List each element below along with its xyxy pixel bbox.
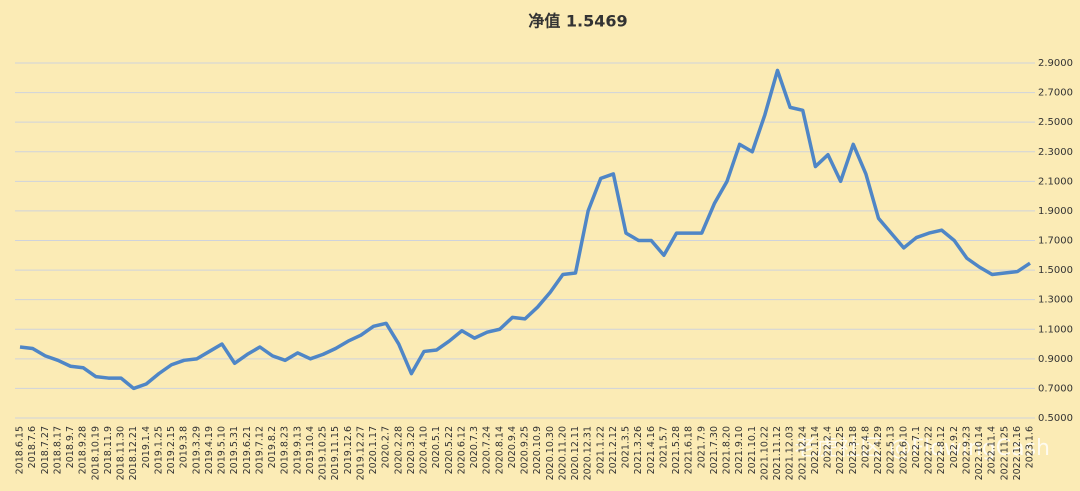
x-tick-label: 2022.10.14 <box>974 426 985 480</box>
x-tick-label: 2019.5.10 <box>217 426 228 474</box>
y-tick-label: 0.9000 <box>1038 354 1073 365</box>
x-tick-label: 2021.5.7 <box>658 426 669 468</box>
y-tick-label: 0.5000 <box>1038 413 1073 424</box>
x-tick-label: 2021.11.12 <box>772 426 783 480</box>
y-tick-label: 2.3000 <box>1038 147 1073 158</box>
x-tick-label: 2022.7.22 <box>924 426 935 474</box>
x-tick-label: 2018.12.21 <box>128 426 139 480</box>
x-tick-label: 2022.6.10 <box>898 426 909 474</box>
x-tick-label: 2019.10.25 <box>318 426 329 480</box>
x-tick-label: 2021.5.28 <box>671 426 682 474</box>
x-tick-label: 2020.11.20 <box>557 426 568 480</box>
watermark: 老虎社区 @FlowingCash <box>795 436 1050 461</box>
x-tick-label: 2020.4.10 <box>419 426 430 474</box>
x-tick-label: 2020.1.17 <box>368 426 379 474</box>
x-tick-label: 2018.7.6 <box>27 426 38 468</box>
x-tick-label: 2018.8.17 <box>52 426 63 474</box>
x-tick-label: 2018.7.27 <box>40 426 51 474</box>
x-tick-label: 2022.11.4 <box>987 426 998 474</box>
x-tick-label: 2021.7.9 <box>696 426 707 468</box>
x-tick-label: 2020.9.25 <box>520 426 531 474</box>
x-tick-label: 2018.6.15 <box>15 426 26 474</box>
x-tick-label: 2021.3.5 <box>621 426 632 468</box>
y-tick-label: 2.1000 <box>1038 176 1073 187</box>
x-tick-label: 2019.5.31 <box>229 426 240 474</box>
x-tick-label: 2022.2.4 <box>823 426 834 468</box>
x-tick-label: 2020.10.30 <box>545 426 556 480</box>
x-tick-label: 2020.2.7 <box>381 426 392 468</box>
x-tick-label: 2019.10.4 <box>305 426 316 474</box>
x-tick-label: 2020.10.9 <box>532 426 543 474</box>
x-tick-label: 2019.8.23 <box>280 426 291 474</box>
x-tick-label: 2022.4.29 <box>873 426 884 474</box>
x-tick-label: 2021.1.22 <box>595 426 606 474</box>
x-tick-label: 2022.12.16 <box>1012 426 1023 480</box>
x-tick-label: 2021.12.03 <box>785 426 796 480</box>
x-tick-label: 2022.4.8 <box>860 426 871 468</box>
x-tick-label: 2022.5.13 <box>886 426 897 474</box>
x-tick-label: 2022.7.1 <box>911 426 922 468</box>
x-tick-label: 2020.5.1 <box>431 426 442 468</box>
x-tick-label: 2019.1.25 <box>153 426 164 474</box>
x-tick-label: 2020.12.31 <box>583 426 594 480</box>
x-tick-label: 2018.11.30 <box>116 426 127 480</box>
x-tick-label: 2023.1.6 <box>1025 426 1036 468</box>
x-tick-label: 2018.10.19 <box>90 426 101 480</box>
y-tick-label: 1.5000 <box>1038 265 1073 276</box>
x-tick-label: 2018.11.9 <box>103 426 114 474</box>
x-tick-label: 2019.6.21 <box>242 426 253 474</box>
x-tick-label: 2020.5.22 <box>444 426 455 474</box>
x-tick-label: 2022.1.14 <box>810 426 821 474</box>
x-tick-label: 2022.8.12 <box>936 426 947 474</box>
y-tick-label: 1.3000 <box>1038 295 1073 306</box>
x-tick-label: 2019.8.2 <box>267 426 278 468</box>
y-tick-label: 2.7000 <box>1038 88 1073 99</box>
x-tick-label: 2020.7.3 <box>469 426 480 468</box>
x-tick-label: 2021.10.1 <box>747 426 758 474</box>
y-tick-label: 1.9000 <box>1038 206 1073 217</box>
x-tick-label: 2018.9.7 <box>65 426 76 468</box>
chart-title: 净值 1.5469 <box>528 12 627 31</box>
x-tick-label: 2022.2.25 <box>835 426 846 474</box>
x-tick-label: 2021.3.26 <box>633 426 644 474</box>
x-tick-label: 2022.11.25 <box>999 426 1010 480</box>
x-tick-label: 2020.12.11 <box>570 426 581 480</box>
x-tick-label: 2021.12.24 <box>797 426 808 480</box>
x-tick-label: 2022.9.23 <box>961 426 972 474</box>
x-tick-label: 2021.10.22 <box>759 426 770 480</box>
x-tick-label: 2020.6.12 <box>456 426 467 474</box>
x-tick-label: 2021.2.12 <box>608 426 619 474</box>
x-tick-label: 2020.3.20 <box>406 426 417 474</box>
x-tick-label: 2020.2.28 <box>393 426 404 474</box>
x-tick-label: 2019.3.29 <box>191 426 202 474</box>
x-tick-label: 2020.8.14 <box>494 426 505 474</box>
x-tick-label: 2021.4.16 <box>646 426 657 474</box>
x-tick-label: 2021.6.18 <box>684 426 695 474</box>
y-tick-label: 2.9000 <box>1038 58 1073 69</box>
x-tick-label: 2022.9.2 <box>949 426 960 468</box>
x-tick-label: 2019.9.13 <box>292 426 303 474</box>
y-tick-label: 1.7000 <box>1038 236 1073 247</box>
x-tick-label: 2020.7.24 <box>482 426 493 474</box>
x-tick-label: 2019.12.6 <box>343 426 354 474</box>
x-tick-label: 2022.3.18 <box>848 426 859 474</box>
x-tick-label: 2019.4.19 <box>204 426 215 474</box>
x-tick-label: 2019.12.27 <box>355 426 366 480</box>
y-tick-label: 1.1000 <box>1038 324 1073 335</box>
x-tick-label: 2021.9.10 <box>734 426 745 474</box>
x-tick-label: 2019.3.8 <box>179 426 190 468</box>
x-tick-label: 2018.9.28 <box>78 426 89 474</box>
series-line <box>19 68 1031 391</box>
x-tick-label: 2019.1.4 <box>141 426 152 468</box>
x-tick-label: 2020.9.4 <box>507 426 518 468</box>
y-tick-label: 2.5000 <box>1038 117 1073 128</box>
x-tick-label: 2021.7.30 <box>709 426 720 474</box>
x-tick-label: 2021.8.20 <box>722 426 733 474</box>
x-tick-label: 2019.11.15 <box>330 426 341 480</box>
x-tick-label: 2019.7.12 <box>254 426 265 474</box>
x-tick-label: 2019.2.15 <box>166 426 177 474</box>
y-tick-label: 0.7000 <box>1038 383 1073 394</box>
